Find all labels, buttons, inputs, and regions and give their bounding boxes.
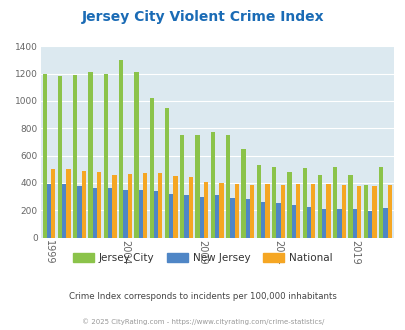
Bar: [378, 167, 382, 238]
Bar: [188, 178, 192, 238]
Bar: [195, 135, 199, 238]
Bar: [108, 188, 112, 238]
Bar: [245, 199, 249, 238]
Bar: [58, 76, 62, 238]
Bar: [73, 75, 77, 238]
Bar: [134, 72, 138, 238]
Bar: [286, 172, 291, 238]
Bar: [123, 190, 127, 238]
Text: © 2025 CityRating.com - https://www.cityrating.com/crime-statistics/: © 2025 CityRating.com - https://www.city…: [82, 318, 323, 325]
Bar: [347, 175, 352, 238]
Bar: [158, 173, 162, 238]
Bar: [352, 209, 356, 238]
Text: Crime Index corresponds to incidents per 100,000 inhabitants: Crime Index corresponds to incidents per…: [69, 292, 336, 301]
Bar: [241, 149, 245, 238]
Bar: [88, 72, 92, 238]
Bar: [230, 198, 234, 238]
Bar: [249, 185, 254, 238]
Bar: [295, 183, 299, 238]
Bar: [367, 211, 371, 238]
Bar: [199, 197, 204, 238]
Bar: [341, 185, 345, 238]
Bar: [164, 108, 169, 238]
Bar: [306, 207, 310, 238]
Bar: [326, 184, 330, 238]
Bar: [291, 205, 295, 238]
Bar: [66, 169, 70, 238]
Bar: [51, 169, 55, 238]
Bar: [153, 191, 158, 238]
Bar: [119, 60, 123, 238]
Bar: [371, 186, 375, 238]
Bar: [317, 175, 321, 238]
Bar: [264, 184, 269, 238]
Bar: [356, 186, 360, 238]
Bar: [184, 195, 188, 238]
Bar: [337, 209, 341, 238]
Bar: [210, 132, 215, 238]
Bar: [302, 168, 306, 238]
Bar: [149, 98, 153, 238]
Bar: [92, 188, 97, 238]
Bar: [332, 167, 337, 238]
Bar: [173, 176, 177, 238]
Text: Jersey City Violent Crime Index: Jersey City Violent Crime Index: [81, 10, 324, 24]
Bar: [104, 74, 108, 238]
Bar: [321, 209, 326, 238]
Bar: [143, 173, 147, 238]
Bar: [387, 185, 391, 238]
Bar: [234, 184, 238, 238]
Bar: [215, 195, 219, 238]
Bar: [260, 202, 264, 238]
Bar: [280, 185, 284, 238]
Bar: [112, 175, 116, 238]
Bar: [97, 172, 101, 238]
Bar: [271, 167, 275, 238]
Bar: [43, 74, 47, 238]
Bar: [256, 165, 260, 238]
Bar: [226, 135, 230, 238]
Bar: [169, 194, 173, 238]
Bar: [81, 171, 86, 238]
Legend: Jersey City, New Jersey, National: Jersey City, New Jersey, National: [69, 248, 336, 267]
Bar: [180, 135, 184, 238]
Bar: [127, 174, 132, 238]
Bar: [310, 183, 315, 238]
Bar: [62, 184, 66, 238]
Bar: [138, 190, 143, 238]
Bar: [382, 208, 387, 238]
Bar: [77, 186, 81, 238]
Bar: [363, 185, 367, 238]
Bar: [219, 183, 223, 238]
Bar: [275, 203, 280, 238]
Bar: [47, 184, 51, 238]
Bar: [204, 182, 208, 238]
